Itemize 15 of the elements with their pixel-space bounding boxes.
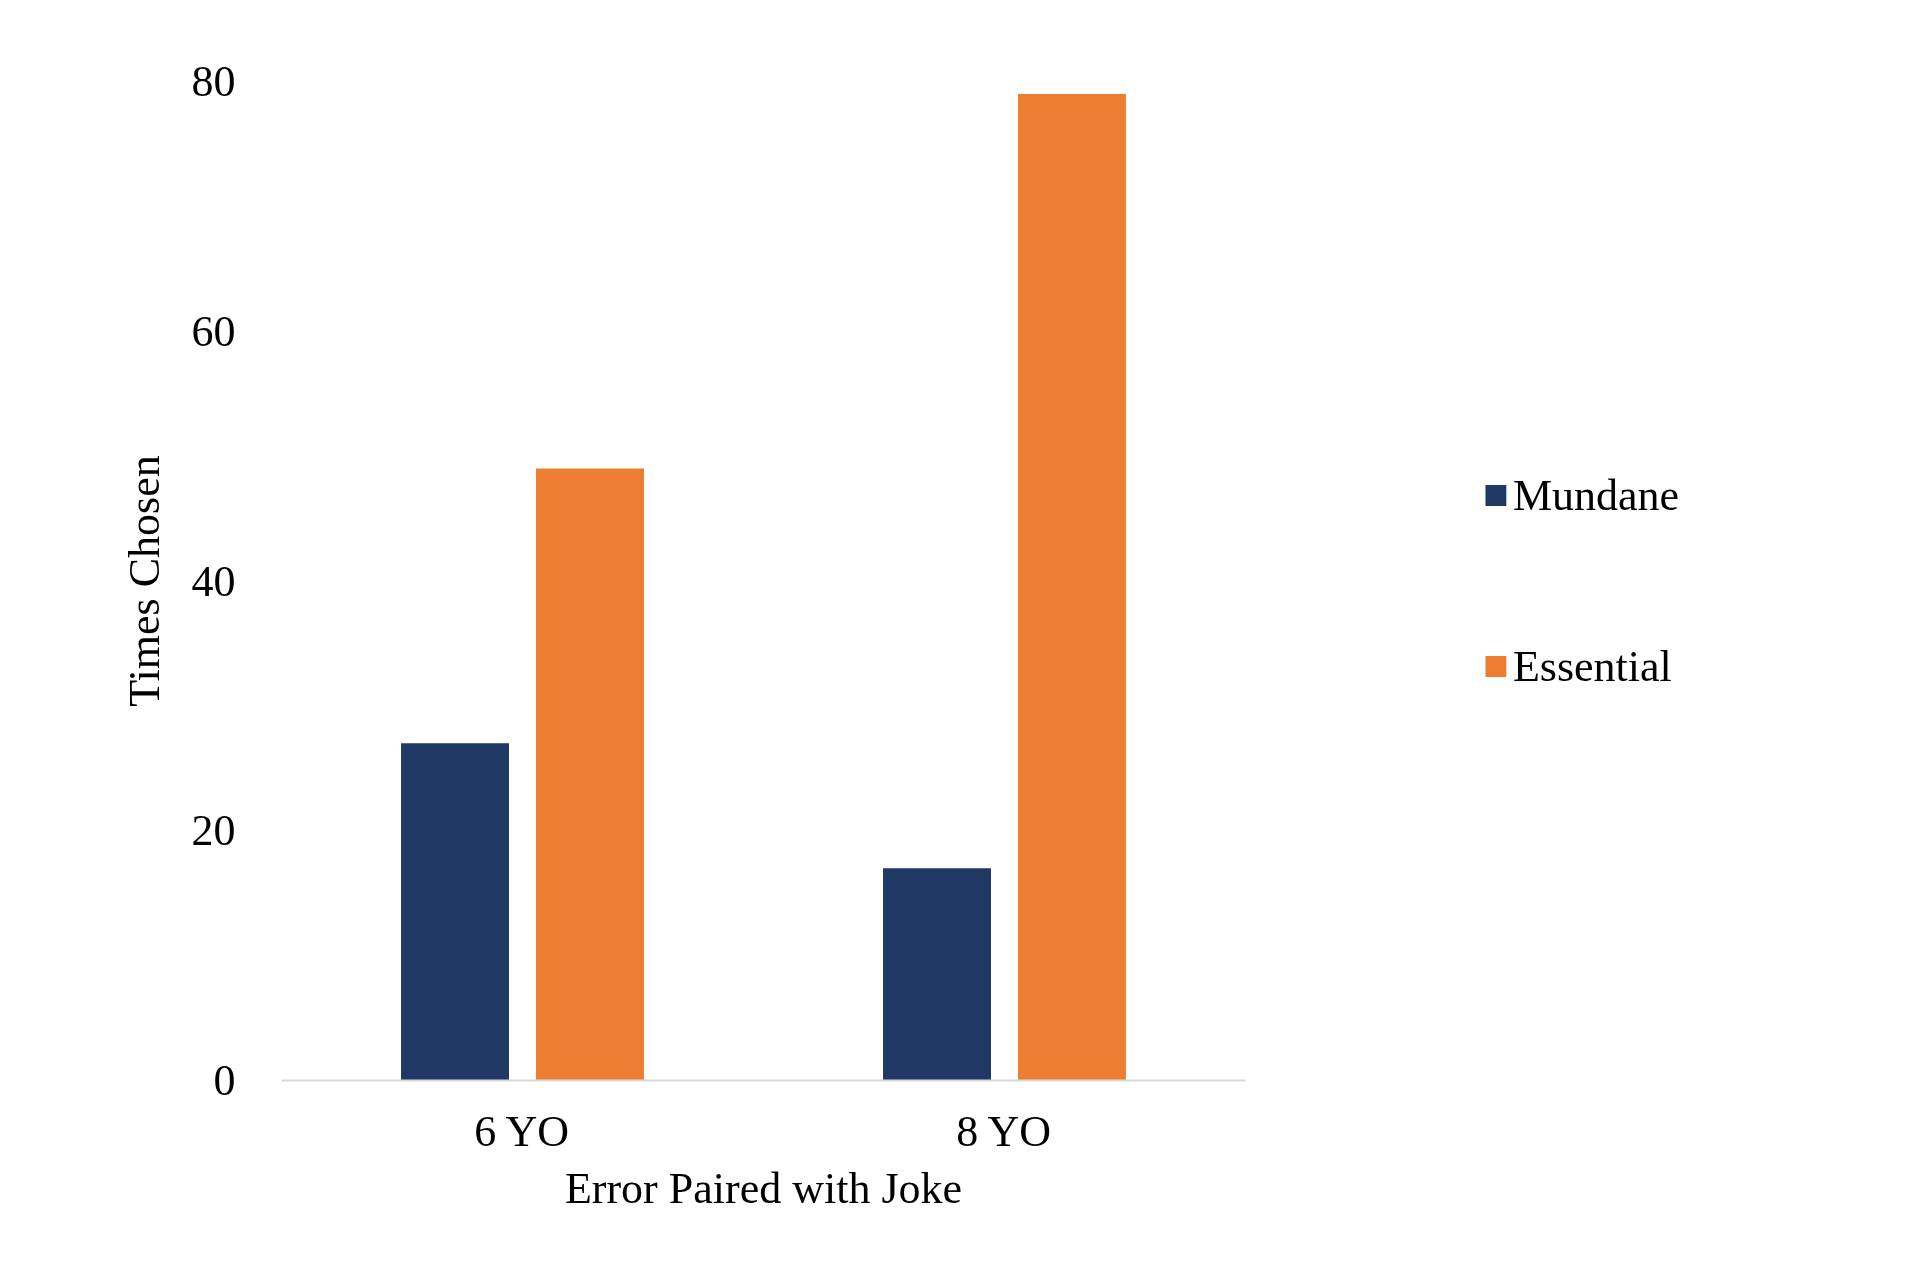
y-axis-title: Times Chosen <box>119 455 169 707</box>
bar <box>401 743 509 1081</box>
y-tick-label: 80 <box>191 57 236 106</box>
y-tick-label: 0 <box>213 1056 236 1105</box>
y-tick-label: 40 <box>191 556 236 606</box>
y-tick-label: 20 <box>191 806 236 856</box>
bar <box>883 868 991 1081</box>
bar <box>536 468 644 1081</box>
legend-label: Mundane <box>1512 469 1680 521</box>
y-tick-label: 60 <box>191 306 236 356</box>
legend-label: Essential <box>1512 640 1672 692</box>
x-axis-title: Error Paired with Joke <box>564 1163 963 1213</box>
x-tick-label: 8 YO <box>956 1106 1052 1156</box>
bar <box>1018 93 1126 1081</box>
x-tick-label: 6 YO <box>474 1106 570 1156</box>
